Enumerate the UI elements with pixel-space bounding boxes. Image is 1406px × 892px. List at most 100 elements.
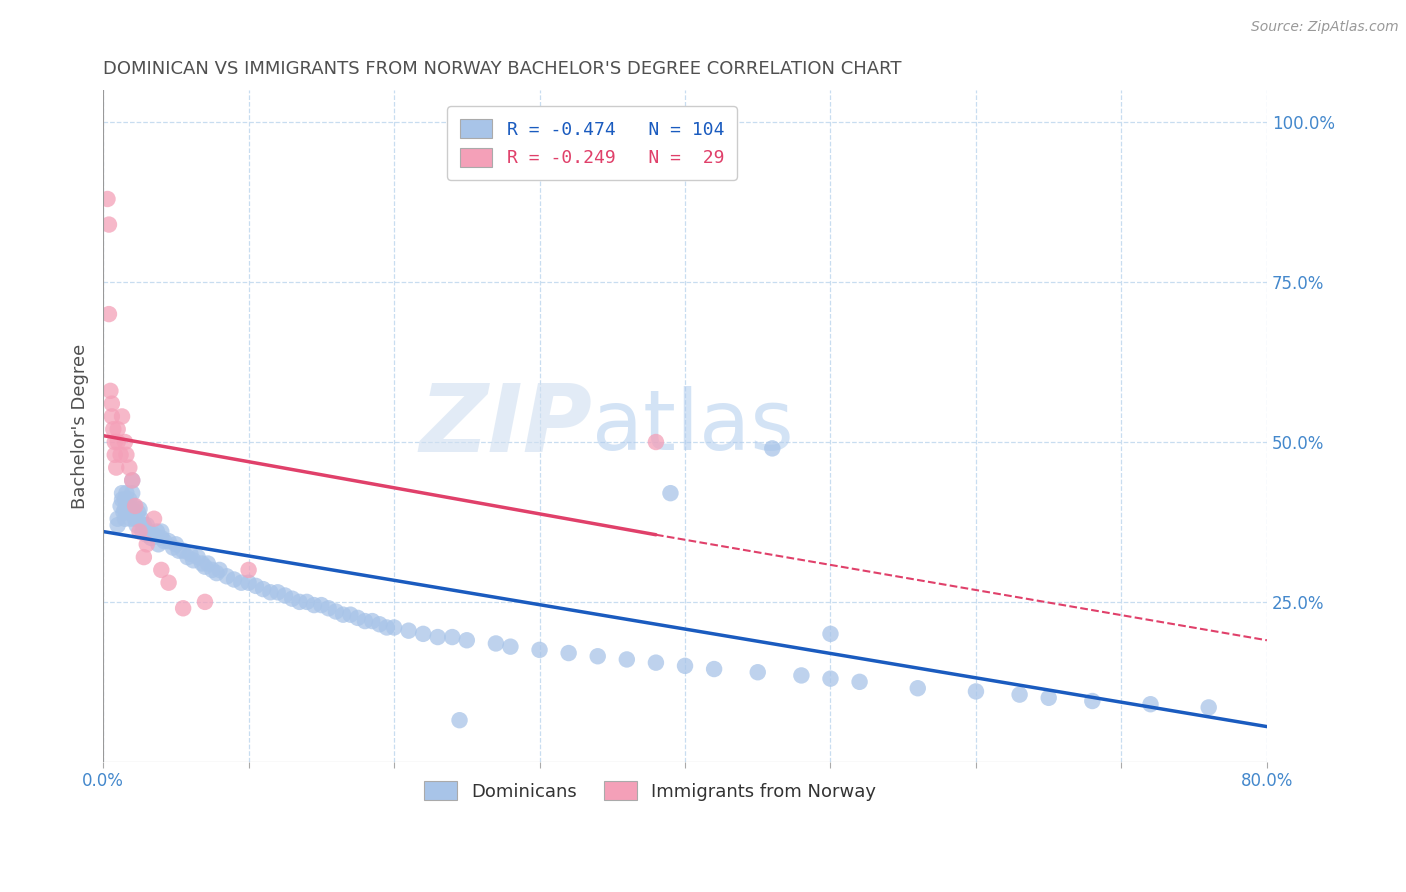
Point xyxy=(485,636,508,650)
Point xyxy=(139,531,162,545)
Point xyxy=(111,492,134,507)
Point xyxy=(1081,694,1104,708)
Point xyxy=(107,512,129,526)
Point xyxy=(368,617,391,632)
Point xyxy=(259,585,281,599)
Point xyxy=(148,537,170,551)
Point xyxy=(267,585,290,599)
Point xyxy=(456,633,478,648)
Point xyxy=(117,499,139,513)
Point xyxy=(222,573,245,587)
Point xyxy=(128,524,150,539)
Point xyxy=(245,579,267,593)
Point xyxy=(1139,697,1161,711)
Point xyxy=(131,524,153,539)
Point xyxy=(107,435,129,450)
Point xyxy=(1038,690,1060,705)
Point xyxy=(162,541,184,555)
Point xyxy=(150,531,173,545)
Point xyxy=(288,595,311,609)
Point xyxy=(557,646,579,660)
Point xyxy=(311,598,333,612)
Point xyxy=(172,601,194,615)
Point xyxy=(127,505,149,519)
Point xyxy=(965,684,987,698)
Point xyxy=(238,563,260,577)
Point xyxy=(96,192,118,206)
Text: ZIP: ZIP xyxy=(419,380,592,472)
Point xyxy=(907,681,929,696)
Point xyxy=(118,502,141,516)
Point xyxy=(761,442,783,456)
Point xyxy=(426,630,449,644)
Point xyxy=(104,435,127,450)
Point xyxy=(820,627,842,641)
Point xyxy=(181,553,204,567)
Point xyxy=(1198,700,1220,714)
Point xyxy=(325,605,347,619)
Point xyxy=(110,448,132,462)
Point xyxy=(124,499,146,513)
Text: atlas: atlas xyxy=(592,385,793,467)
Point xyxy=(115,448,138,462)
Point xyxy=(191,557,214,571)
Point xyxy=(111,409,134,424)
Point xyxy=(120,512,142,526)
Point xyxy=(208,563,231,577)
Point xyxy=(118,492,141,507)
Point xyxy=(143,512,166,526)
Point xyxy=(703,662,725,676)
Point xyxy=(125,518,148,533)
Point xyxy=(645,656,668,670)
Point xyxy=(104,448,127,462)
Point xyxy=(105,460,128,475)
Point xyxy=(124,512,146,526)
Text: Source: ZipAtlas.com: Source: ZipAtlas.com xyxy=(1251,20,1399,34)
Point xyxy=(238,575,260,590)
Point xyxy=(128,502,150,516)
Point xyxy=(132,518,155,533)
Point xyxy=(645,435,668,450)
Point xyxy=(176,550,198,565)
Point xyxy=(135,527,157,541)
Point xyxy=(295,595,318,609)
Point xyxy=(100,384,122,398)
Point xyxy=(157,575,180,590)
Point xyxy=(111,486,134,500)
Point xyxy=(167,543,190,558)
Point xyxy=(107,518,129,533)
Point xyxy=(121,486,143,500)
Point xyxy=(114,502,136,516)
Point xyxy=(101,409,124,424)
Legend: Dominicans, Immigrants from Norway: Dominicans, Immigrants from Norway xyxy=(412,768,889,814)
Point xyxy=(121,474,143,488)
Point xyxy=(747,665,769,680)
Point xyxy=(179,547,201,561)
Point xyxy=(382,620,405,634)
Point xyxy=(97,218,120,232)
Point xyxy=(412,627,434,641)
Point xyxy=(205,566,228,581)
Point xyxy=(281,591,304,606)
Point xyxy=(115,505,138,519)
Point xyxy=(114,492,136,507)
Point xyxy=(194,595,217,609)
Point xyxy=(150,563,173,577)
Point xyxy=(339,607,361,622)
Point xyxy=(197,557,219,571)
Point xyxy=(121,474,143,488)
Point xyxy=(346,611,368,625)
Point xyxy=(499,640,522,654)
Point xyxy=(118,460,141,475)
Point xyxy=(529,643,551,657)
Point xyxy=(201,563,224,577)
Point xyxy=(375,620,398,634)
Point xyxy=(110,499,132,513)
Point xyxy=(150,524,173,539)
Point xyxy=(146,524,169,539)
Point xyxy=(97,307,120,321)
Point xyxy=(101,397,124,411)
Point xyxy=(659,486,682,500)
Point xyxy=(135,518,157,533)
Point xyxy=(114,512,136,526)
